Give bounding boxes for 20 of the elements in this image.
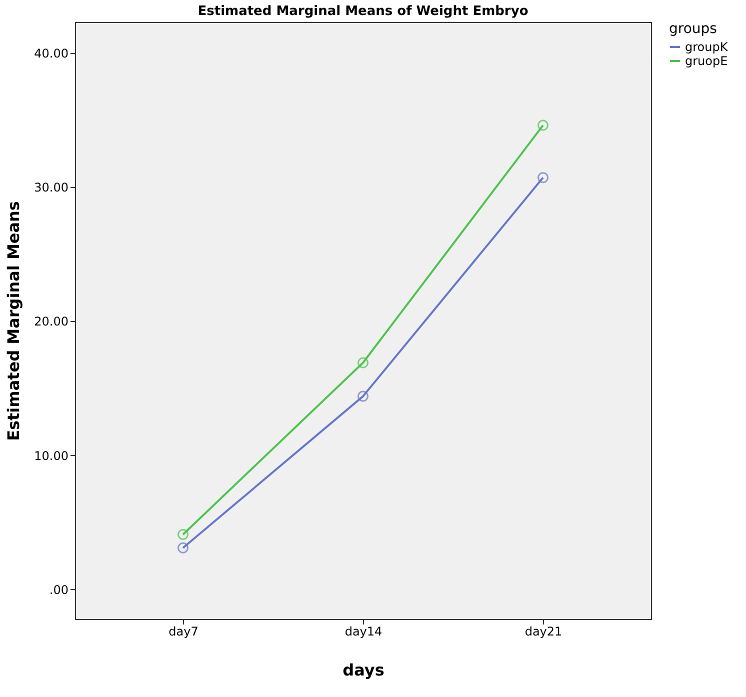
y-tick-label: 10.00 (34, 448, 68, 463)
y-tick-label: 40.00 (34, 46, 68, 60)
point (538, 172, 548, 184)
chart-title: Estimated Marginal Means of Weight Embryo (198, 4, 528, 19)
y-axis-title: Estimated Marginal Means (4, 201, 24, 441)
legend-label: gruopE (685, 54, 728, 68)
x-axis-title: days (342, 660, 384, 680)
y-tick-label: 20.00 (34, 314, 68, 329)
x-tick-label: day7 (168, 624, 198, 638)
y-tick-label: .00 (49, 582, 68, 597)
point (538, 120, 548, 131)
point (178, 542, 188, 554)
y-tick-label: 30.00 (34, 180, 68, 195)
legend-title: groups (669, 21, 717, 37)
point (358, 390, 368, 402)
x-tick-label: day21 (524, 624, 562, 638)
point (358, 357, 368, 368)
legend-label: groupK (685, 40, 729, 54)
point (178, 528, 188, 540)
x-tick-label: day14 (344, 624, 382, 638)
